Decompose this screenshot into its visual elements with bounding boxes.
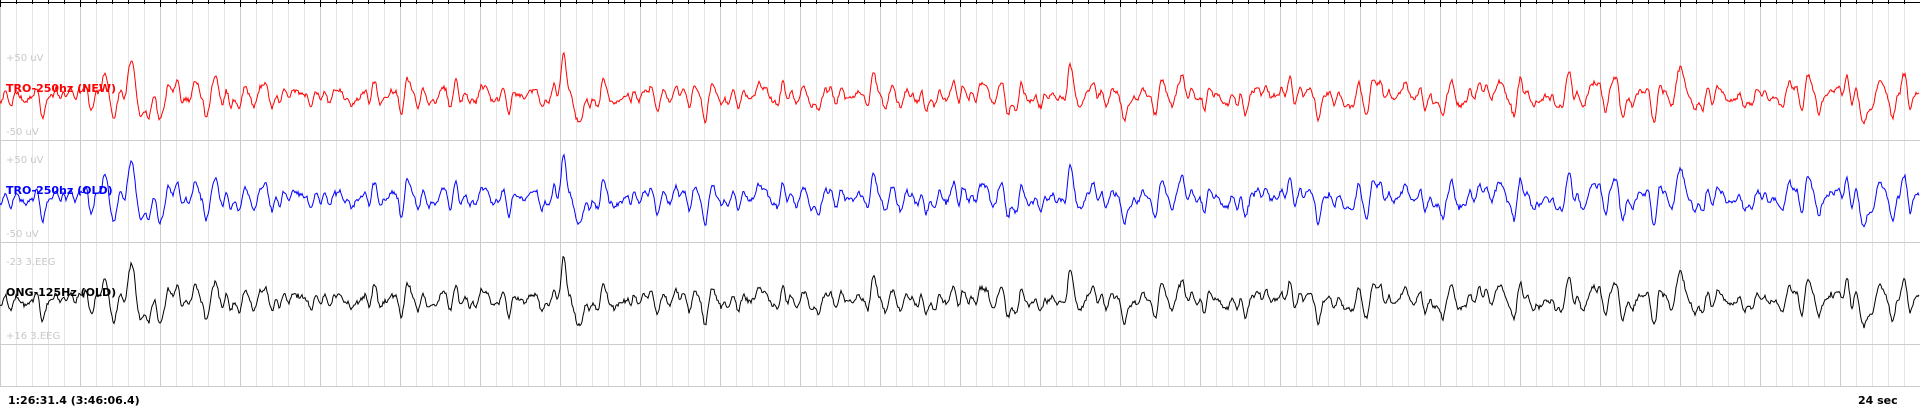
scale-top-label: +50 uV — [6, 155, 44, 166]
scale-bottom-label: +16 3.EEG — [6, 331, 60, 342]
scale-top-label: -23 3.EEG — [6, 257, 55, 268]
eeg-trace-2 — [0, 153, 1920, 228]
timestamp-label: 1:26:31.4 (3:46:06.4) — [8, 394, 140, 407]
scale-bottom-label: -50 uV — [6, 127, 39, 138]
channel-label[interactable]: TRO-250hz (NEW) — [6, 82, 116, 95]
scale-bottom-label: -50 uV — [6, 229, 39, 240]
duration-label: 24 sec — [1858, 394, 1898, 407]
eeg-trace-3 — [0, 255, 1920, 329]
eeg-trace-1 — [0, 51, 1920, 125]
grid-layer — [0, 0, 1920, 387]
label-layer: +50 uV TRO-250hz (NEW) -50 uV +50 uV TRO… — [6, 53, 1898, 407]
trace-layer — [0, 51, 1920, 329]
channel-label[interactable]: ONG-125Hz (OLD) — [6, 286, 116, 299]
channel-label[interactable]: TRO-250hz (OLD) — [6, 184, 113, 197]
scale-top-label: +50 uV — [6, 53, 44, 64]
